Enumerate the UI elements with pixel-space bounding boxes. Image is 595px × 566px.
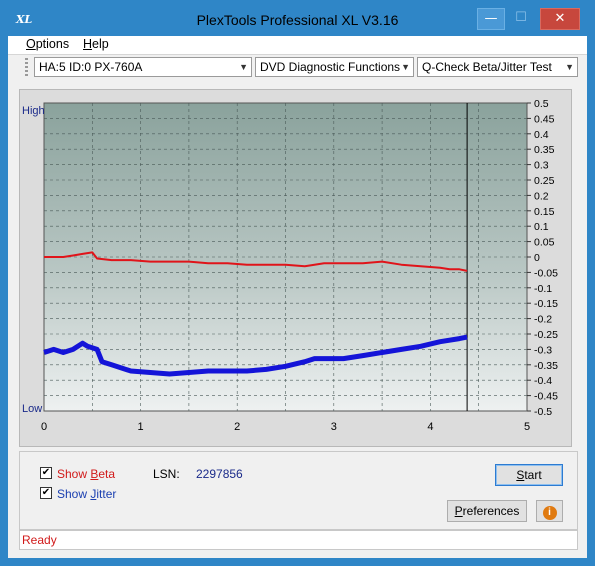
right-tick-label: -0.2 xyxy=(534,314,552,326)
show-jitter-checkbox[interactable]: ✔ xyxy=(40,487,52,499)
x-axis: 0 1 2 3 4 5 xyxy=(41,421,530,433)
right-tick-label: -0.45 xyxy=(534,391,558,403)
preferences-button[interactable]: Preferences xyxy=(447,500,527,522)
right-tick-label: 0.2 xyxy=(534,190,549,202)
lsn-value: 2297856 xyxy=(196,467,243,481)
test-select-value: Q-Check Beta/Jitter Test xyxy=(422,60,552,74)
right-tick-label: -0.05 xyxy=(534,267,558,279)
right-tick-label: 0.3 xyxy=(534,160,549,172)
test-select[interactable]: Q-Check Beta/Jitter Test ▼ xyxy=(417,57,578,77)
right-tick-label: 0.4 xyxy=(534,129,549,141)
right-tick-label: -0.25 xyxy=(534,329,558,341)
drive-select[interactable]: HA:5 ID:0 PX-760A ▼ xyxy=(34,57,252,77)
series-group xyxy=(43,251,468,377)
right-tick-label: -0.15 xyxy=(534,298,558,310)
menu-bar: Options Help xyxy=(8,36,587,54)
title-bar[interactable]: XL PlexTools Professional XL V3.16 — ☐ ✕ xyxy=(0,0,595,36)
right-tick-label: 0.45 xyxy=(534,113,555,125)
show-beta-checkbox[interactable]: ✔ xyxy=(40,467,52,479)
close-button[interactable]: ✕ xyxy=(540,8,580,30)
beta-series-line xyxy=(44,251,468,272)
minimize-button[interactable]: — xyxy=(477,8,505,30)
x-tick-label: 3 xyxy=(331,421,337,433)
menu-options[interactable]: Options xyxy=(26,37,70,51)
chevron-down-icon: ▼ xyxy=(401,62,410,72)
right-axis: 0.5 0.45 0.4 0.35 0.3 0.25 0.2 0.15 0.1 0.05 0 -0.0… xyxy=(527,98,558,418)
x-tick-label: 1 xyxy=(138,421,144,433)
x-tick-label: 4 xyxy=(427,421,433,433)
jitter-series-line xyxy=(43,334,468,377)
drive-select-value: HA:5 ID:0 PX-760A xyxy=(39,60,143,74)
check-icon: ✔ xyxy=(41,467,51,478)
window-title: PlexTools Professional XL V3.16 xyxy=(196,12,399,28)
right-tick-label: -0.5 xyxy=(534,406,552,418)
toolbar-grip[interactable] xyxy=(25,58,28,78)
right-tick-label: -0.35 xyxy=(534,360,558,372)
info-button[interactable]: i xyxy=(536,500,563,522)
axis-low-label: Low xyxy=(22,403,43,415)
show-beta-label[interactable]: Show Beta xyxy=(57,467,116,481)
right-tick-label: -0.3 xyxy=(534,344,552,356)
axis-high-label: High xyxy=(22,105,45,117)
function-select[interactable]: DVD Diagnostic Functions ▼ xyxy=(255,57,414,77)
menu-divider xyxy=(8,54,587,55)
chevron-down-icon: ▼ xyxy=(239,62,248,72)
right-tick-label: 0.1 xyxy=(534,221,549,233)
right-tick-label: -0.4 xyxy=(534,375,552,387)
menu-help[interactable]: Help xyxy=(83,37,109,51)
right-tick-label: 0.05 xyxy=(534,237,555,249)
chevron-down-icon: ▼ xyxy=(565,62,574,72)
right-tick-label: 0.35 xyxy=(534,144,555,156)
right-tick-label: 0 xyxy=(534,252,540,264)
show-jitter-label[interactable]: Show Jitter xyxy=(57,487,117,501)
start-button[interactable]: Start xyxy=(495,464,563,486)
right-tick-label: 0.5 xyxy=(534,98,549,110)
lsn-label: LSN: xyxy=(153,467,180,481)
function-select-value: DVD Diagnostic Functions xyxy=(260,60,401,74)
x-tick-label: 2 xyxy=(234,421,240,433)
maximize-button[interactable]: ☐ xyxy=(515,10,527,25)
x-tick-label: 0 xyxy=(41,421,47,433)
x-tick-label: 5 xyxy=(524,421,530,433)
info-icon: i xyxy=(542,506,557,520)
right-tick-label: 0.15 xyxy=(534,206,555,218)
status-bar: Ready xyxy=(19,530,578,550)
right-tick-label: 0.25 xyxy=(534,175,555,187)
check-icon: ✔ xyxy=(41,487,51,498)
right-tick-label: -0.1 xyxy=(534,283,552,295)
app-logo-icon: XL xyxy=(16,13,33,26)
options-group: ✔ Show Beta ✔ Show Jitter LSN: 2297856 S… xyxy=(19,451,578,530)
